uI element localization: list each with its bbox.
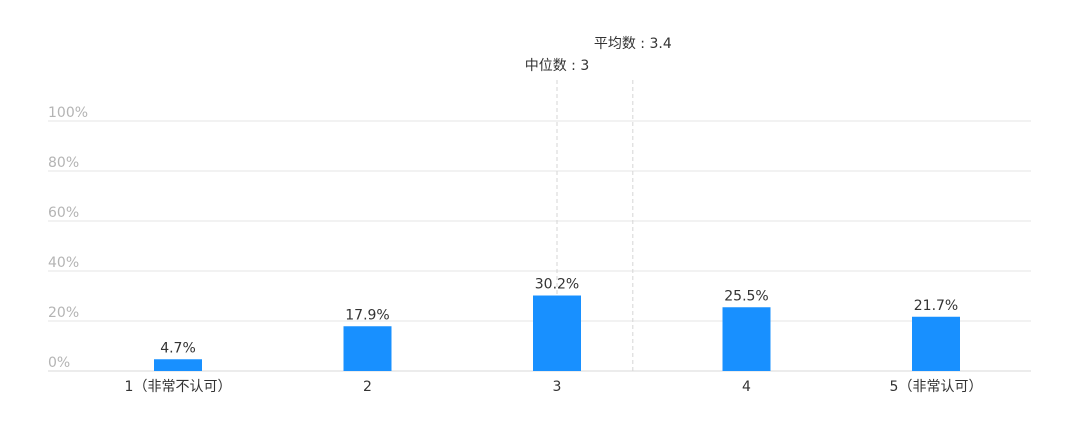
y-tick-label: 80%: [48, 155, 79, 171]
x-category-label: 3: [553, 379, 562, 395]
gridlines: [48, 120, 1031, 372]
bars: [154, 295, 960, 371]
bar: [154, 359, 202, 371]
bar-value-label: 25.5%: [724, 288, 768, 304]
bar-value-label: 30.2%: [535, 277, 579, 293]
y-tick-label: 100%: [48, 105, 88, 121]
bar: [343, 326, 392, 371]
x-category-label: 5（非常认可）: [890, 379, 983, 395]
y-tick-label: 0%: [48, 355, 70, 371]
bar: [722, 307, 771, 371]
y-tick-label: 60%: [48, 205, 79, 221]
reference-line-label: 平均数 : 3.4: [594, 36, 672, 52]
y-tick-label: 20%: [48, 305, 79, 321]
bar-value-label: 21.7%: [914, 298, 958, 314]
bar-value-label: 17.9%: [345, 307, 389, 323]
reference-line-label: 中位数 : 3: [525, 58, 590, 74]
y-axis-ticks: 0% 20% 40% 60% 80% 100%: [48, 105, 88, 371]
x-category-label: 1（非常不认可）: [125, 379, 232, 395]
data-labels: 4.7% 17.9% 30.2% 25.5% 21.7%: [160, 277, 958, 357]
bar: [912, 316, 960, 371]
x-category-label: 2: [363, 379, 372, 395]
bar: [533, 295, 581, 371]
x-category-label: 4: [742, 379, 751, 395]
x-axis-categories: 1（非常不认可） 2 3 4 5（非常认可）: [125, 379, 983, 395]
y-tick-label: 40%: [48, 255, 79, 271]
bar-value-label: 4.7%: [160, 340, 196, 356]
